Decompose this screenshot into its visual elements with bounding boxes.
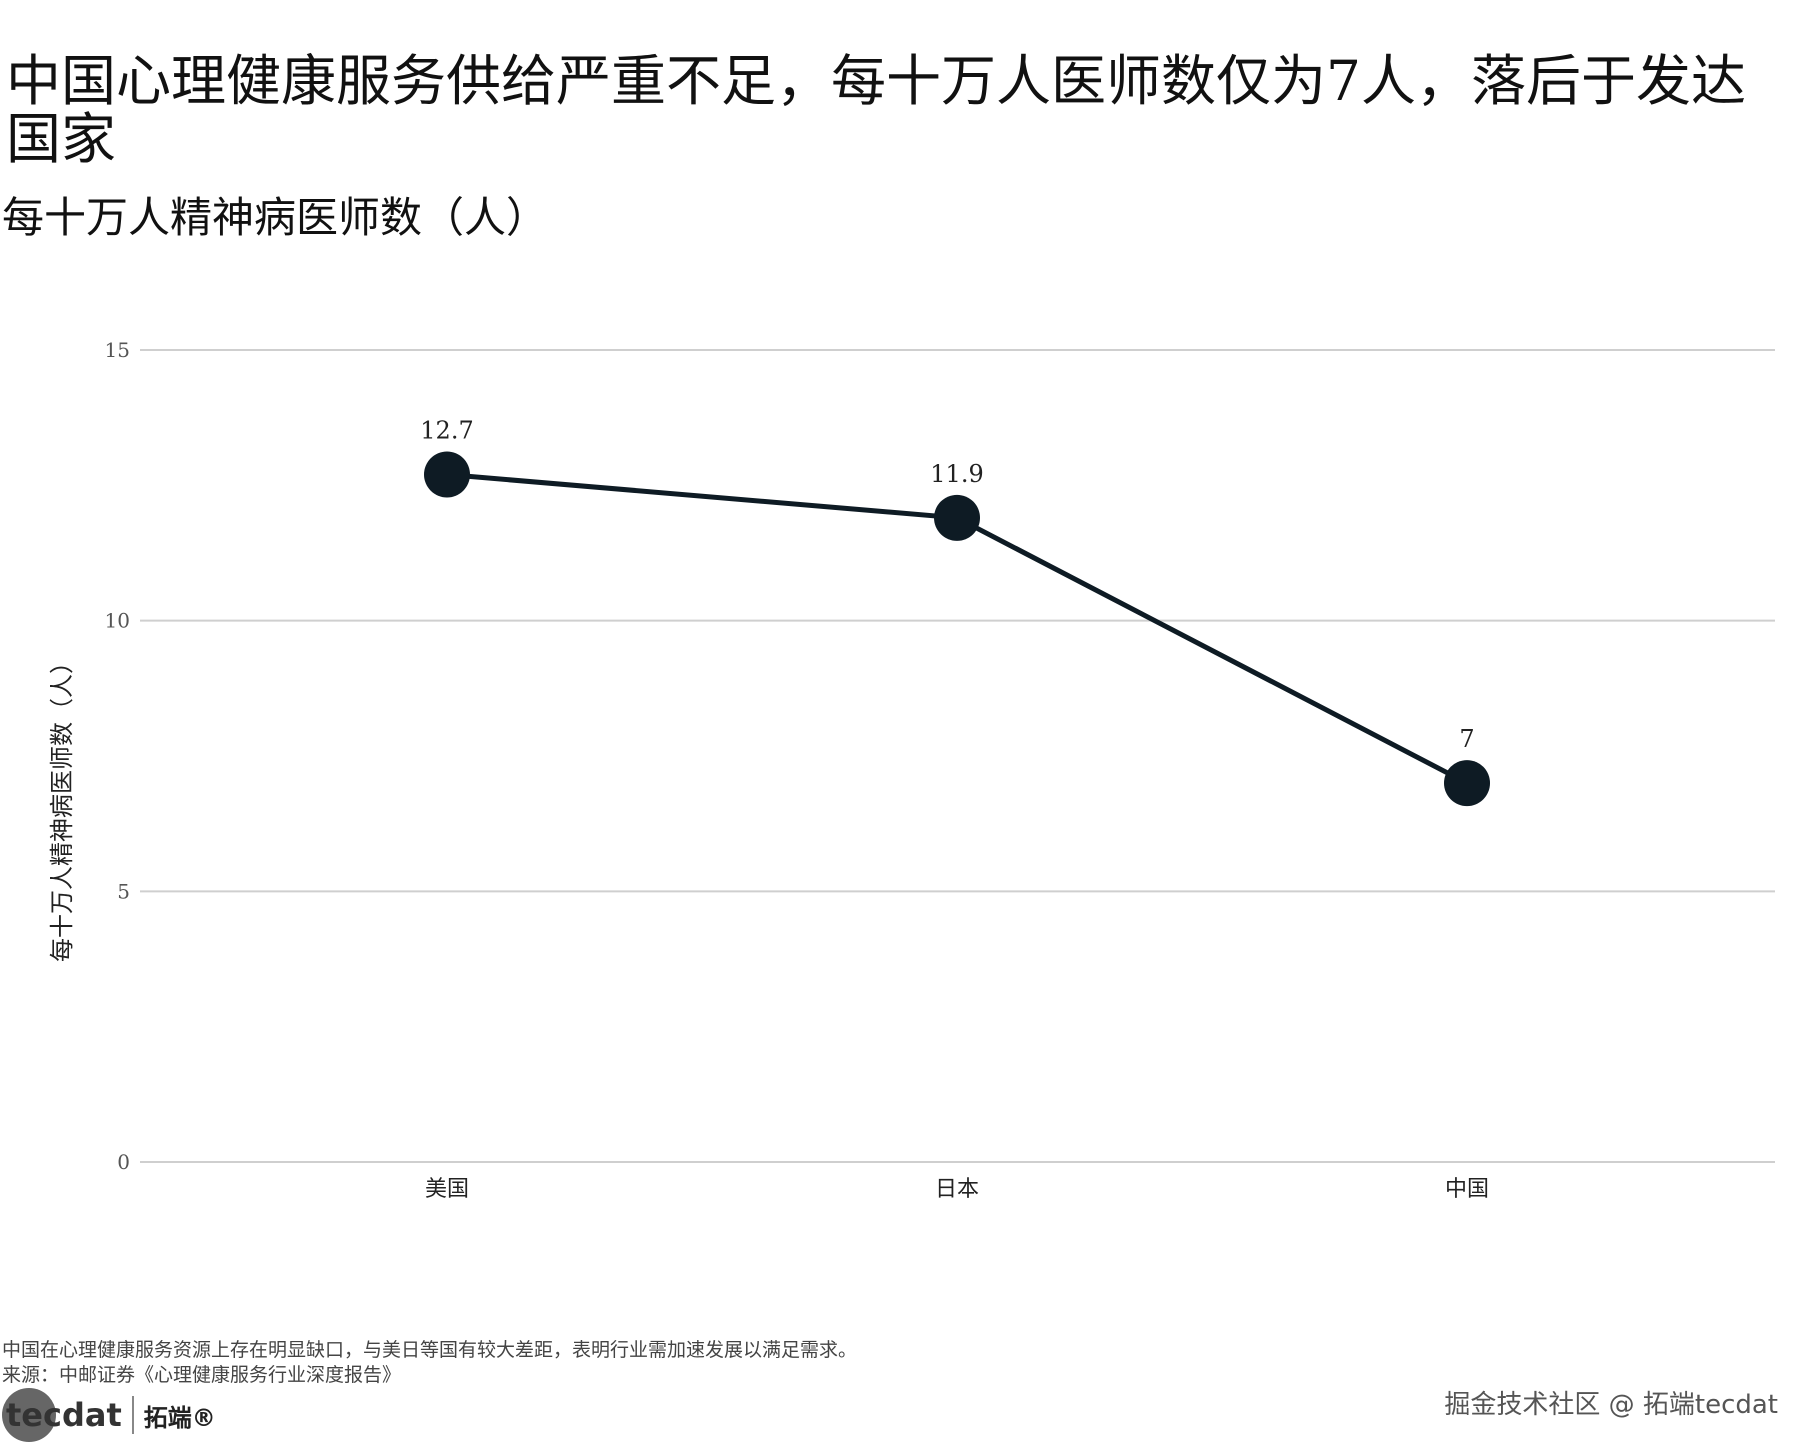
x-tick-label: 日本	[935, 1177, 979, 1200]
logo-brand-cn: 拓端®	[143, 1403, 216, 1432]
x-axis-categories: 美国 日本 中国	[425, 1177, 1489, 1200]
data-point	[934, 494, 980, 541]
y-tick-label: 0	[117, 1150, 130, 1174]
line-chart: 0 5 10 15 每十万人精神病医师数（人） 12.7 11.9 7 美国 日本 中国	[48, 338, 1775, 1200]
logo-circle-icon	[2, 1388, 56, 1442]
logo-brand-en: tecdat	[6, 1396, 122, 1434]
y-tick-label: 5	[117, 879, 130, 903]
footer-source: 来源：中邮证券《心理健康服务行业深度报告》	[2, 1364, 402, 1386]
watermark: 掘金技术社区 @ 拓端tecdat	[1444, 1390, 1778, 1420]
x-tick-label: 中国	[1445, 1177, 1489, 1200]
chart-subtitle: 每十万人精神病医师数（人）	[2, 193, 549, 242]
data-point	[424, 451, 470, 498]
logo-divider	[131, 1396, 134, 1434]
footer-note: 中国在心理健康服务资源上存在明显缺口，与美日等国有较大差距，表明行业需加速发展以…	[2, 1339, 858, 1361]
data-label: 11.9	[930, 460, 983, 488]
grid-lines	[140, 349, 1775, 1163]
x-tick-label: 美国	[425, 1177, 469, 1200]
brand-logo: tecdat 拓端®	[2, 1388, 216, 1442]
y-tick-label: 15	[105, 338, 130, 362]
data-label: 12.7	[420, 417, 473, 445]
y-axis-label: 每十万人精神病医师数（人）	[48, 650, 76, 962]
footer-notes: 中国在心理健康服务资源上存在明显缺口，与美日等国有较大差距，表明行业需加速发展以…	[2, 1338, 857, 1388]
y-tick-label: 10	[105, 609, 130, 633]
data-label: 7	[1459, 725, 1474, 753]
chart-title: 中国心理健康服务供给严重不足，每十万人医师数仅为7人，落后于发达国家	[6, 49, 1746, 171]
y-axis-ticks: 0 5 10 15	[105, 338, 130, 1174]
data-point	[1444, 760, 1490, 807]
data-points: 12.7 11.9 7	[420, 417, 1490, 807]
